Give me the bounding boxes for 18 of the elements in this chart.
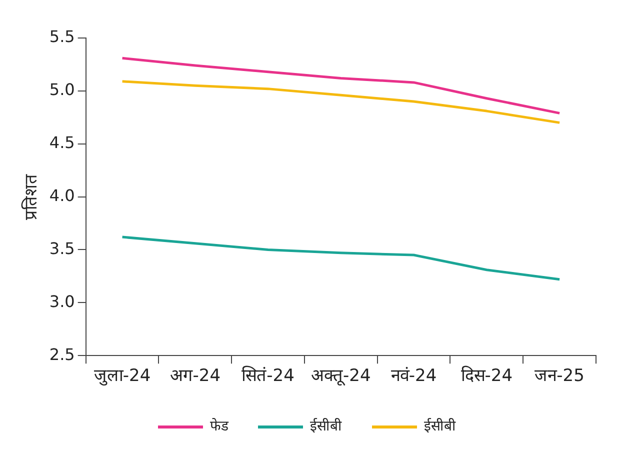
x-tick-label: जुला-24 xyxy=(94,366,151,386)
y-tick-label: 5.5 xyxy=(49,27,75,46)
x-tick-label: अक्तू-24 xyxy=(311,366,371,386)
legend-label: ईसीबी xyxy=(424,418,456,435)
y-tick-label: 2.5 xyxy=(49,344,75,364)
y-tick-label: 3.0 xyxy=(49,292,75,311)
legend-label: ईसीबी xyxy=(310,418,342,435)
x-tick-label: नवं-24 xyxy=(390,366,437,386)
legend-label: फेड xyxy=(210,418,229,435)
y-tick-label: 4.5 xyxy=(49,133,75,152)
x-tick-label: सितं-24 xyxy=(242,365,294,386)
x-tick-label: दिस-24 xyxy=(460,365,513,386)
y-tick-label: 5.0 xyxy=(49,80,75,100)
y-tick-label: 3.5 xyxy=(49,238,75,258)
x-tick-label: अग-24 xyxy=(170,366,221,386)
y-axis-title: प्रतिशत xyxy=(20,174,42,220)
y-tick-label: 4.0 xyxy=(49,186,75,205)
x-tick-label: जन-25 xyxy=(534,366,584,386)
